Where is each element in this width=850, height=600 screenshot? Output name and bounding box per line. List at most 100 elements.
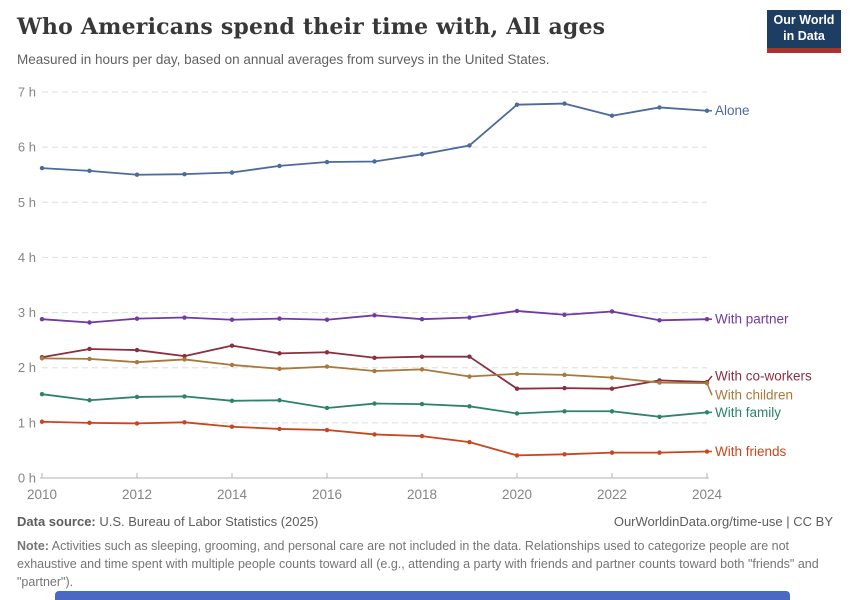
note-text: Note: Activities such as sleeping, groom… xyxy=(17,539,819,589)
series-point-with-friends-2022 xyxy=(609,450,615,455)
series-point-with-children-2013 xyxy=(182,357,187,362)
series-point-with-partner-2014 xyxy=(229,317,235,322)
series-label-with-friends[interactable]: With friends xyxy=(715,444,787,459)
x-tick-label-2010: 2010 xyxy=(27,487,57,502)
series-point-with-co-workers-2012 xyxy=(134,347,140,353)
series-point-with-co-workers-2021 xyxy=(562,385,567,391)
series-point-with-family-2019 xyxy=(467,404,472,409)
series-point-with-co-workers-2019 xyxy=(467,354,472,359)
series-point-with-children-2022 xyxy=(609,375,615,380)
series-point-with-children-2016 xyxy=(324,364,330,369)
series-point-with-partner-2011 xyxy=(87,320,92,325)
y-tick-label-1h: 1 h xyxy=(18,415,36,430)
series-point-with-children-2010 xyxy=(39,356,45,361)
rights-link[interactable]: OurWorldinData.org/time-use | CC BY xyxy=(613,514,833,529)
series-point-with-co-workers-2015 xyxy=(277,351,282,356)
series-point-with-family-2015 xyxy=(277,398,282,403)
series-point-with-children-2020 xyxy=(514,371,520,376)
y-tick-label-2h: 2 h xyxy=(18,360,36,375)
y-tick-label-4h: 4 h xyxy=(18,250,36,265)
series-line-alone[interactable] xyxy=(41,102,708,176)
series-label-with-partner[interactable]: With partner xyxy=(715,312,789,327)
owid-logo[interactable]: Our World in Data xyxy=(767,10,841,53)
series-point-with-partner-2017 xyxy=(372,313,377,318)
series-point-with-co-workers-2013 xyxy=(182,353,187,359)
series-point-alone-2017 xyxy=(372,159,377,164)
series-point-with-friends-2010 xyxy=(39,419,45,424)
series-point-alone-2021 xyxy=(562,101,567,106)
series-point-with-partner-2015 xyxy=(277,316,282,321)
data-source-value: U.S. Bureau of Labor Statistics (2025) xyxy=(95,514,319,529)
series-point-with-co-workers-2018 xyxy=(419,354,425,359)
series-point-with-children-2018 xyxy=(419,367,425,372)
series-point-with-co-workers-2014 xyxy=(229,343,235,348)
series-point-with-partner-2020 xyxy=(514,308,520,314)
series-point-with-friends-2020 xyxy=(514,453,520,458)
series-point-alone-2014 xyxy=(229,170,235,175)
series-point-with-co-workers-2011 xyxy=(87,346,92,352)
series-point-with-children-2021 xyxy=(562,372,567,378)
note-label: Note: xyxy=(17,539,49,553)
series-point-with-partner-2013 xyxy=(182,315,187,320)
series-point-alone-2018 xyxy=(419,152,425,157)
series-point-with-partner-2010 xyxy=(39,316,45,322)
series-point-alone-2019 xyxy=(467,143,472,148)
series-point-with-friends-2015 xyxy=(277,426,282,432)
series-point-alone-2012 xyxy=(134,172,140,177)
series-point-with-family-2023 xyxy=(657,414,662,419)
series-line-with-friends[interactable] xyxy=(41,420,708,457)
series-point-with-friends-2018 xyxy=(419,433,425,439)
series-label-alone[interactable]: Alone xyxy=(715,103,750,118)
series-point-with-children-2014 xyxy=(229,362,235,368)
series-point-with-friends-2021 xyxy=(562,452,567,457)
series-point-with-children-2017 xyxy=(372,368,377,374)
series-point-with-co-workers-2017 xyxy=(372,355,377,360)
series-point-with-family-2011 xyxy=(87,398,92,403)
y-tick-label-6h: 6 h xyxy=(18,140,36,155)
series-point-with-partner-2012 xyxy=(134,316,140,321)
series-point-alone-2016 xyxy=(324,159,330,165)
data-source-label: Data source: xyxy=(17,514,96,529)
series-label-connector-with-children xyxy=(706,382,713,396)
series-point-with-partner-2019 xyxy=(467,315,472,320)
series-point-with-family-2012 xyxy=(134,394,140,400)
timeline-slider[interactable] xyxy=(55,591,790,600)
x-tick-label-2022: 2022 xyxy=(597,487,627,502)
series-point-alone-2011 xyxy=(87,168,92,174)
series-label-with-co-workers[interactable]: With co-workers xyxy=(715,369,812,384)
series-point-alone-2022 xyxy=(609,113,615,118)
series-point-with-friends-2013 xyxy=(182,420,187,425)
y-tick-label-0h: 0 h xyxy=(18,471,36,486)
series-point-with-family-2017 xyxy=(372,401,377,406)
x-tick-label-2016: 2016 xyxy=(312,487,342,502)
series-point-with-family-2018 xyxy=(419,401,425,407)
series-point-with-friends-2019 xyxy=(467,439,472,445)
series-point-with-family-2020 xyxy=(514,411,520,416)
series-point-with-friends-2016 xyxy=(324,427,330,433)
series-point-with-partner-2023 xyxy=(657,318,662,323)
x-tick-label-2012: 2012 xyxy=(122,487,152,502)
series-point-alone-2013 xyxy=(182,171,187,177)
series-line-with-co-workers[interactable] xyxy=(41,344,708,390)
time-use-line-chart[interactable]: 0 h 1 h 2 h 3 h 4 h 5 h 6 h 7 h 2010 2012 2014 2016… xyxy=(0,0,850,512)
y-tick-label-3h: 3 h xyxy=(18,305,36,320)
series-point-with-friends-2014 xyxy=(229,424,235,429)
series-point-with-family-2014 xyxy=(229,398,235,403)
page-title: Who Americans spend their time with, All… xyxy=(17,14,606,40)
series-point-with-co-workers-2020 xyxy=(514,386,520,391)
series-point-with-children-2012 xyxy=(134,360,140,365)
series-point-with-family-2016 xyxy=(324,405,330,411)
page-subtitle: Measured in hours per day, based on annu… xyxy=(17,52,550,67)
series-point-alone-2023 xyxy=(657,105,662,110)
series-point-with-children-2019 xyxy=(467,374,472,379)
series-point-with-children-2011 xyxy=(87,356,92,362)
series-point-with-partner-2016 xyxy=(324,317,330,322)
owid-logo-line2: in Data xyxy=(783,29,825,43)
series-point-with-family-2010 xyxy=(39,391,45,397)
series-label-with-children[interactable]: With children xyxy=(715,388,793,403)
series-point-with-partner-2018 xyxy=(419,316,425,322)
series-point-alone-2020 xyxy=(514,102,520,107)
y-tick-label-7h: 7 h xyxy=(18,85,36,100)
series-point-with-family-2022 xyxy=(609,409,615,414)
series-label-with-family[interactable]: With family xyxy=(715,405,781,420)
